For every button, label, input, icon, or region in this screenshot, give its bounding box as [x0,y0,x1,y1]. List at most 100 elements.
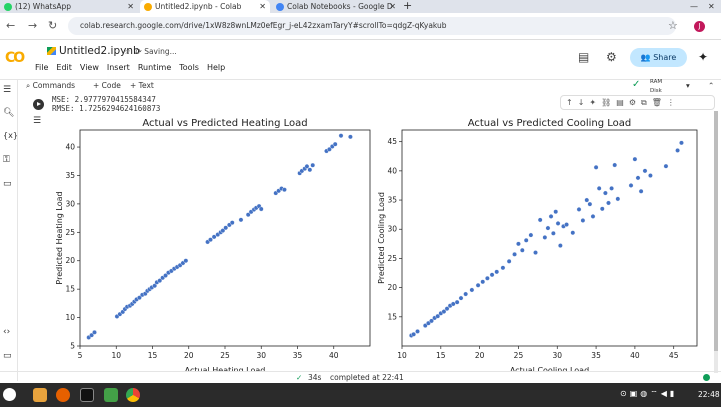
output-plots: Actual vs Predicted Heating Load Actual H… [55,118,698,372]
close-icon[interactable]: ✕ [259,2,266,11]
commands-button[interactable]: ⌕ Commands [26,81,75,91]
table-of-contents-icon[interactable]: ☰ [3,85,12,95]
x-tick-label: 25 [514,351,524,360]
new-tab-button[interactable]: + [403,0,413,12]
menu-help[interactable]: Help [206,63,226,72]
resource-monitor[interactable]: RAM Disk [650,78,662,96]
data-point [332,141,338,147]
menu-view[interactable]: View [79,63,99,72]
find-icon[interactable]: 🔍︎ [3,108,15,118]
scrollbar-thumb[interactable] [714,111,718,351]
gemini-icon[interactable]: ✦ [589,98,602,107]
data-point [638,188,644,194]
code-snippets-icon[interactable]: ‹› [3,327,11,337]
comment-icon[interactable]: ▤ [578,50,590,64]
tab-label: Untitled2.ipynb - Colab [155,2,242,11]
people-icon: 👥 [640,53,651,62]
close-icon[interactable]: ✕ [127,2,134,11]
colab-icon [144,3,152,11]
bookmark-star-icon[interactable]: ☆ [668,19,678,32]
x-tick-label: 5 [78,351,83,360]
url-field[interactable]: colab.research.google.com/drive/1xW8z8wn… [68,17,676,35]
reload-icon[interactable]: ↻ [48,19,58,32]
system-tray[interactable]: ⊙▣◍⌔◀▮ [620,389,678,398]
more-icon[interactable]: ⋮ [666,98,680,107]
data-point [596,185,602,191]
forward-icon[interactable]: → [28,19,38,32]
files-folder-icon[interactable]: ▭ [3,179,12,189]
saving-status: ☆ ⟳ Saving... [124,47,177,56]
cell-toolbar[interactable]: ↑↓✦⛓▤⚙⧉🗑︎⋮ [560,95,715,110]
tab-whatsapp[interactable]: (12) WhatsApp ✕ [0,0,138,13]
tab-colab[interactable]: Untitled2.ipynb - Colab ✕ [140,0,270,13]
data-point [429,318,434,324]
files-icon[interactable] [33,388,47,402]
y-tick-label: 20 [387,283,397,292]
x-tick-label: 30 [256,351,266,360]
menu-tools[interactable]: Tools [179,63,199,72]
mirror-icon[interactable]: ⧉ [641,98,652,107]
terminal-icon[interactable]: ▭ [3,351,12,361]
data-point [555,221,561,226]
settings-gear-icon[interactable]: ⚙ [606,50,617,64]
colab-logo[interactable]: CO [5,50,25,66]
data-point [606,200,611,206]
star-icon[interactable]: ☆ [124,47,131,56]
chrome-icon[interactable] [126,388,140,402]
collapse-icon[interactable]: ⌃ [708,81,715,90]
y-tick-label: 35 [65,171,75,180]
drive-icon [276,3,284,11]
move-down-icon[interactable]: ↓ [577,98,590,107]
data-point [593,164,599,170]
y-tick-label: 25 [65,228,75,237]
data-point [642,168,648,174]
y-tick-label: 40 [387,166,397,175]
app-icon[interactable] [104,388,118,402]
runtime-dropdown-icon[interactable]: ▾ [686,81,690,90]
minimize-icon[interactable]: — [690,2,698,11]
add-code-button[interactable]: + Code [93,81,121,90]
menu-insert[interactable]: Insert [106,63,130,72]
menu-bar: File Edit View Insert Runtime Tools Help [35,63,233,72]
data-point [648,173,653,178]
link-icon[interactable]: ⛓ [601,98,617,107]
add-text-button[interactable]: + Text [130,81,154,90]
move-up-icon[interactable]: ↑ [566,98,578,107]
saving-text: Saving... [144,47,177,56]
menu-edit[interactable]: Edit [56,63,72,72]
x-tick-label: 30 [552,351,562,360]
secrets-key-icon[interactable]: ⚿ [3,155,10,165]
data-point [326,146,332,152]
variables-icon[interactable]: {x} [3,131,18,140]
x-axis-label: Actual Heating Load [185,366,266,372]
gemini-sparkle-icon[interactable]: ✦ [698,50,709,64]
menu-runtime[interactable]: Runtime [137,63,172,72]
comment-icon[interactable]: ▤ [616,98,629,107]
whatsapp-icon [4,3,12,11]
data-point [208,237,213,243]
settings-icon[interactable]: ⚙ [628,98,641,107]
data-point [537,217,543,223]
firefox-icon[interactable] [56,388,70,402]
back-icon[interactable]: ← [6,19,16,32]
data-point [557,243,563,248]
close-icon[interactable]: ✕ [389,2,396,11]
close-window-icon[interactable]: ✕ [708,2,715,11]
start-menu-icon[interactable] [3,388,16,401]
mse-line: MSE: 2.9777970415584347 [52,95,156,104]
menu-file[interactable]: File [35,63,49,72]
share-button[interactable]: 👥 Share [630,48,687,67]
x-tick-label: 35 [591,351,601,360]
notebook-title[interactable]: Untitled2.ipynb [47,45,140,57]
delete-icon[interactable]: 🗑︎ [651,98,667,107]
profile-avatar[interactable]: J [694,21,705,32]
data-point [89,332,94,338]
terminal-app-icon[interactable] [80,388,94,402]
run-cell-button[interactable] [33,99,44,110]
tab-drive[interactable]: Colab Notebooks - Google D ✕ [272,0,400,13]
scrollbar[interactable] [714,111,718,373]
x-tick-label: 10 [397,351,407,360]
output-options-icon[interactable]: ☰ [33,116,42,126]
data-point [584,197,590,203]
url-text: colab.research.google.com/drive/1xW8z8wn… [80,21,447,30]
